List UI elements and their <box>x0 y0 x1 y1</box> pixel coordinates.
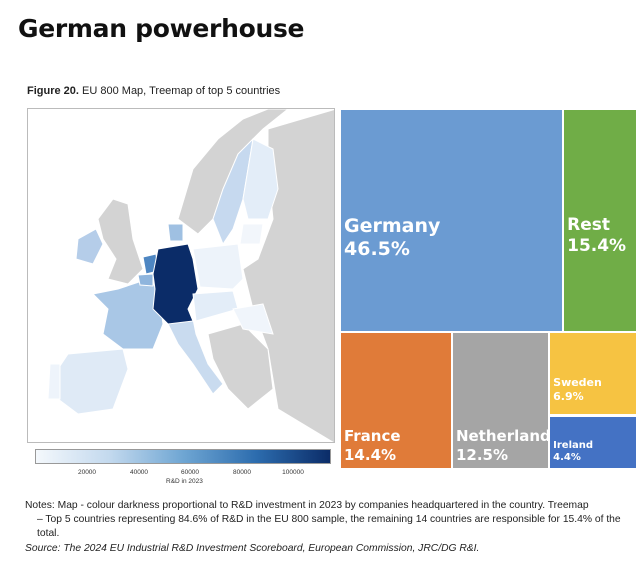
page-title: German powerhouse <box>18 14 305 43</box>
treemap-label: Rest 15.4% <box>567 215 626 258</box>
treemap-value: 46.5% <box>344 238 410 261</box>
notes-line-1: Notes: Map - colour darkness proportiona… <box>25 500 589 511</box>
map-finland <box>242 138 279 220</box>
treemap-name: Germany <box>344 214 441 237</box>
treemap-name: Sweden <box>553 376 602 390</box>
treemap-name: Rest <box>567 214 610 235</box>
colorbar-label: R&D in 2023 <box>166 478 203 485</box>
treemap: Germany 46.5% Rest 15.4% France 14.4% Netherla… <box>340 109 637 469</box>
map-uk <box>97 198 144 285</box>
colorbar <box>35 449 331 464</box>
map-portugal <box>47 363 61 400</box>
map-poland <box>192 243 244 290</box>
treemap-name: France <box>344 427 401 446</box>
europe-map <box>27 108 335 443</box>
treemap-cell-ireland: Ireland 4.4% <box>549 415 637 469</box>
colorbar-tick: 80000 <box>232 469 252 476</box>
notes: Notes: Map - colour darkness proportiona… <box>25 499 625 541</box>
notes-line-2: – Top 5 countries representing 84.6% of … <box>37 514 621 539</box>
treemap-value: 14.4% <box>344 446 397 465</box>
treemap-label: Sweden 6.9% <box>553 376 602 404</box>
source: Source: The 2024 EU Industrial R&D Inves… <box>25 543 480 554</box>
treemap-label: Ireland 4.4% <box>553 440 593 465</box>
treemap-label: France 14.4% <box>344 427 401 465</box>
treemap-cell-france: France 14.4% <box>340 331 452 469</box>
map-ireland <box>75 228 104 265</box>
treemap-label: Germany 46.5% <box>344 215 440 263</box>
map-hungary-romania <box>232 303 274 335</box>
figure-number: Figure 20. <box>27 85 79 97</box>
treemap-name: Netherlands <box>455 427 560 446</box>
treemap-value: 6.9% <box>553 389 584 403</box>
colorbar-tick: 100000 <box>282 469 304 476</box>
treemap-cell-germany: Germany 46.5% <box>340 109 564 332</box>
map-baltics <box>239 223 264 245</box>
map-germany <box>152 243 199 325</box>
colorbar-tick: 40000 <box>129 469 149 476</box>
treemap-label: Netherlands 12.5% <box>456 427 560 465</box>
colorbar-tick: 20000 <box>77 469 97 476</box>
figure-caption-text: EU 800 Map, Treemap of top 5 countries <box>82 85 281 97</box>
figure-caption: Figure 20. EU 800 Map, Treemap of top 5 … <box>27 85 280 97</box>
treemap-value: 4.4% <box>553 452 581 464</box>
treemap-cell-netherlands: Netherlands 12.5% <box>451 331 560 469</box>
map-denmark <box>167 223 184 242</box>
map-norway <box>177 109 289 235</box>
treemap-name: Ireland <box>553 439 594 451</box>
colorbar-tick: 60000 <box>180 469 200 476</box>
map-italy <box>167 318 224 395</box>
treemap-value: 12.5% <box>455 446 508 465</box>
map-belgium <box>137 273 154 287</box>
treemap-value: 15.4% <box>567 235 627 256</box>
treemap-cell-sweden: Sweden 6.9% <box>549 331 637 416</box>
treemap-cell-rest: Rest 15.4% <box>563 109 637 332</box>
